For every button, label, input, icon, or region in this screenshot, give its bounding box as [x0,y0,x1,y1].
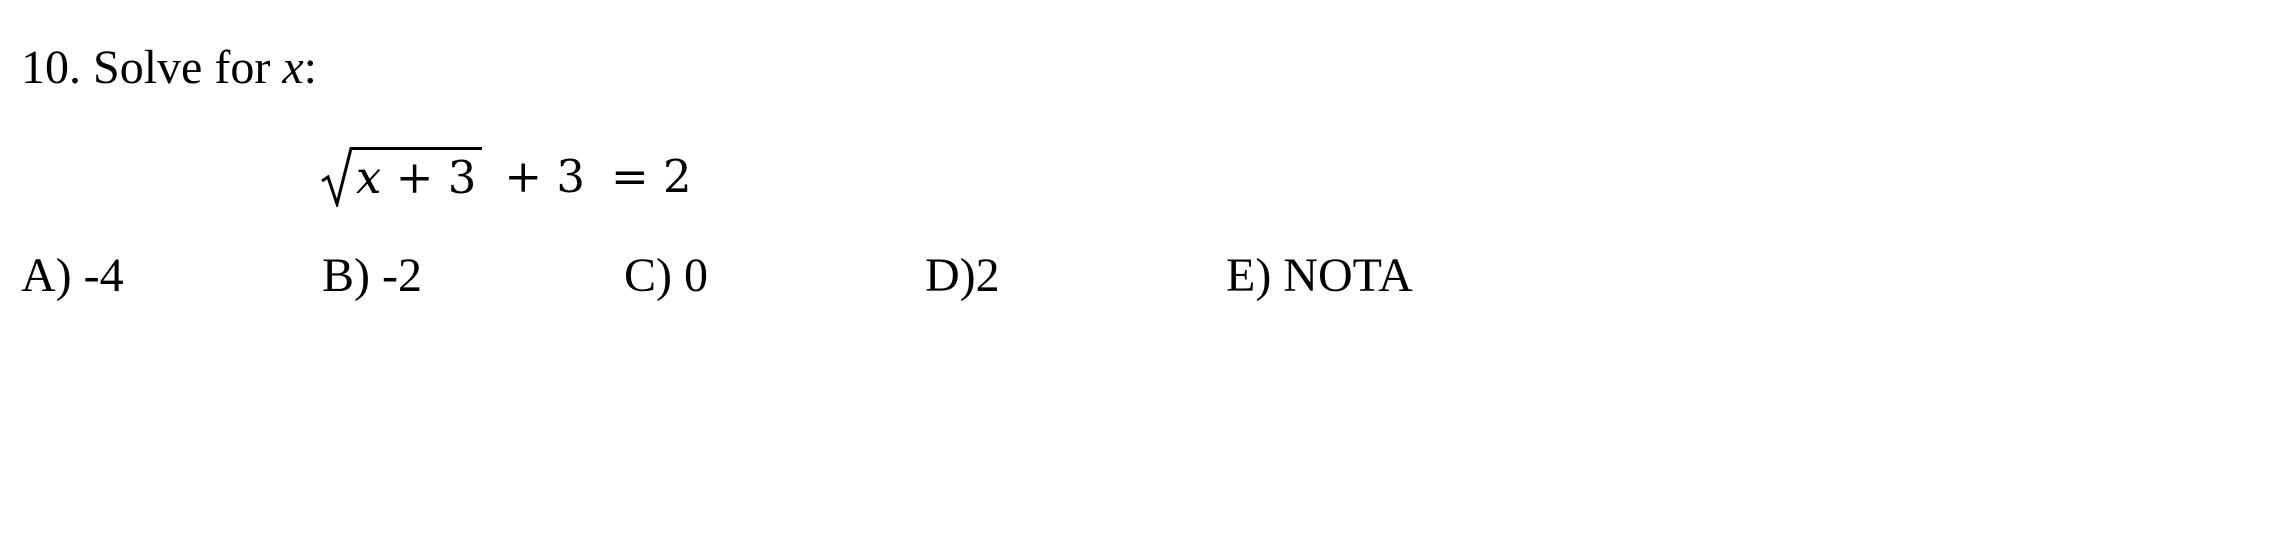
question-number: 10. [21,41,81,94]
radicand: x + 3 [354,147,483,207]
question-variable: x [282,41,304,94]
equation: x + 3 + 3 = 2 [320,142,692,212]
question-text: 10. Solve for x: [21,38,317,98]
choice-a: A) -4 [21,249,124,302]
choice-d: D)2 [925,249,1000,302]
question-prompt: Solve for [93,41,271,94]
question-colon: : [303,41,317,94]
choice-c: C) 0 [624,249,708,302]
radicand-rest: + 3 [381,151,477,204]
choice-b: B) -2 [322,249,422,302]
radical-sign-icon [321,147,354,207]
square-root: x + 3 [320,147,483,207]
choice-e: E) NOTA [1226,249,1413,302]
equation-rhs: = 2 [610,150,692,203]
equation-plus-term: + 3 [504,150,585,203]
radicand-variable: x [356,151,382,204]
